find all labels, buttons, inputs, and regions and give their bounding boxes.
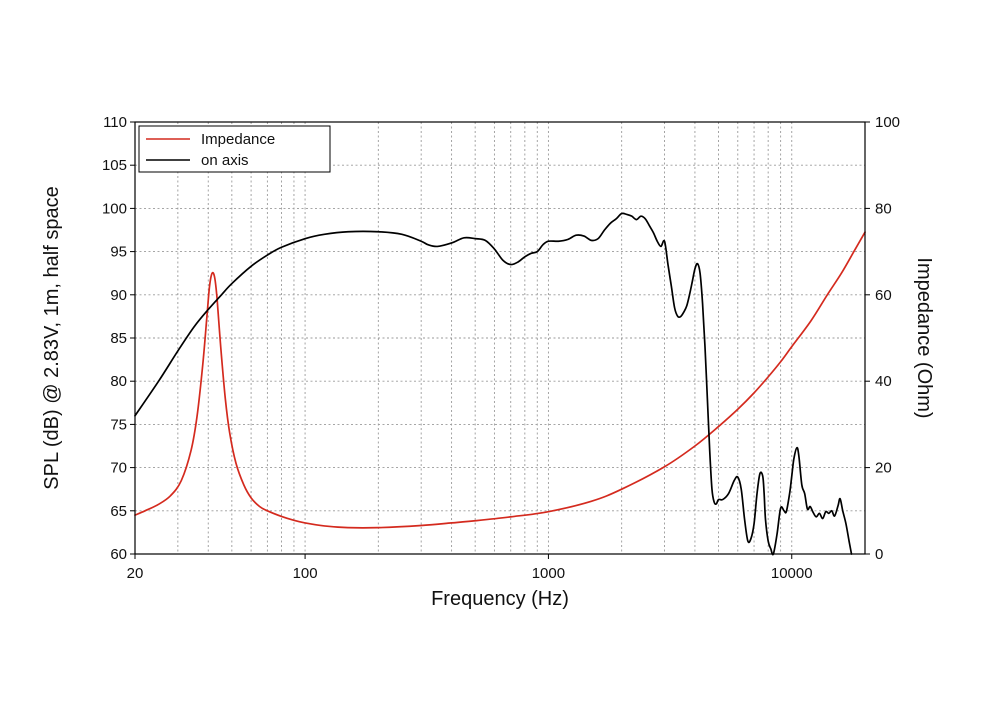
x-axis-title: Frequency (Hz) xyxy=(431,588,569,610)
y-left-tick-label: 95 xyxy=(110,244,127,261)
y-right-tick-label: 0 xyxy=(875,546,883,563)
axis-ticks: 60 65 70 75 80 85 90 95 100 105 110 0 20 40 60 80 100 20 1… xyxy=(102,114,900,582)
y-left-tick-label: 85 xyxy=(110,330,127,347)
y-left-tick-label: 60 xyxy=(110,546,127,563)
x-tick-label: 1000 xyxy=(532,565,565,582)
y-left-tick-label: 105 xyxy=(102,157,127,174)
x-tick-label: 10000 xyxy=(771,565,813,582)
legend-label-impedance: Impedance xyxy=(201,131,275,148)
grid xyxy=(135,122,865,554)
y-left-tick-label: 110 xyxy=(103,114,127,131)
series-line-impedance xyxy=(134,231,866,529)
series-line-on-axis xyxy=(134,212,853,556)
x-tick-label: 100 xyxy=(293,565,318,582)
x-tick-label: 20 xyxy=(127,565,144,582)
legend-label-on-axis: on axis xyxy=(201,152,249,169)
y-left-tick-label: 90 xyxy=(110,287,127,304)
y-left-tick-label: 75 xyxy=(110,416,127,433)
y-right-tick-label: 20 xyxy=(875,460,892,477)
legend-box xyxy=(138,125,331,173)
y-left-tick-label: 80 xyxy=(110,373,127,390)
y-right-axis-title: Impedance (Ohm) xyxy=(913,257,935,418)
y-right-tick-label: 100 xyxy=(875,114,900,131)
y-right-tick-label: 40 xyxy=(875,373,892,390)
y-right-tick-label: 80 xyxy=(875,200,892,217)
y-left-tick-label: 100 xyxy=(102,200,127,217)
y-right-tick-label: 60 xyxy=(875,287,892,304)
y-left-axis-title: SPL (dB) @ 2.83V, 1m, half space xyxy=(41,186,63,489)
y-left-tick-label: 70 xyxy=(110,460,127,477)
legend: Impedance on axis xyxy=(138,125,331,173)
y-left-tick-label: 65 xyxy=(110,503,127,520)
series-lines xyxy=(134,212,866,556)
